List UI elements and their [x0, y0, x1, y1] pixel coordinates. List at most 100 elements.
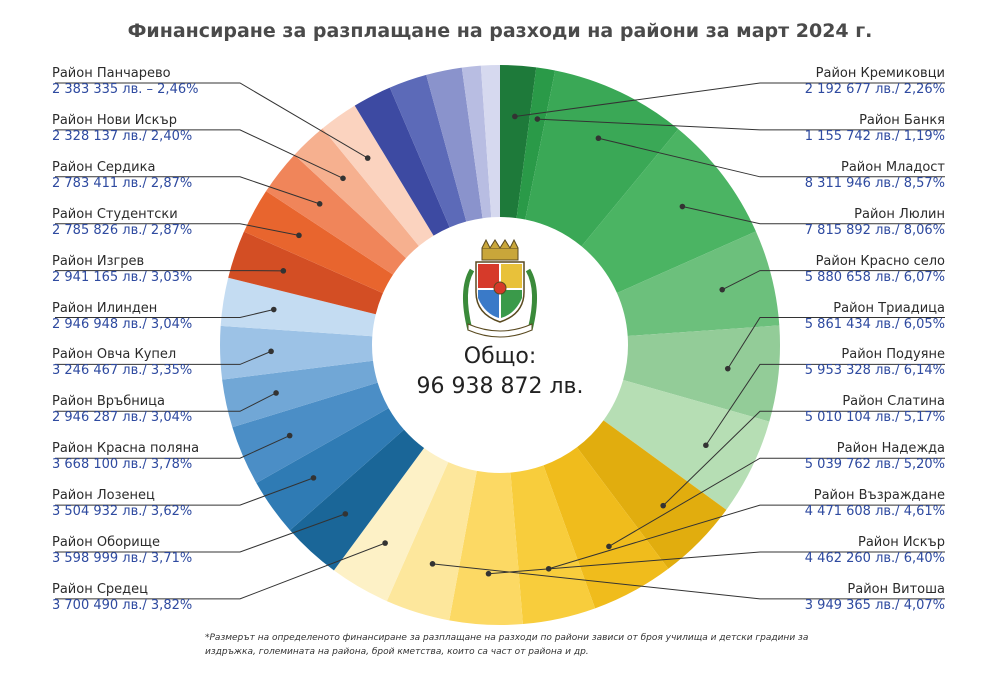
- district-value: 3 949 365 лв./ 4,07%: [804, 597, 945, 613]
- donut-slice: [322, 105, 434, 246]
- district-name: Район Средец: [52, 581, 149, 597]
- district-name: Район Витоша: [847, 581, 945, 597]
- slice-label: Район Красна поляна 3 668 100 лв./ 3,78%: [52, 441, 282, 473]
- leader-dot: [316, 201, 323, 207]
- leader-line: [55, 477, 314, 506]
- district-value: 5 880 658 лв./ 6,07%: [804, 269, 945, 285]
- donut-slice: [576, 420, 727, 569]
- shield-q1: [478, 264, 499, 288]
- donut-slice: [480, 65, 500, 218]
- donut-slice: [449, 470, 523, 625]
- district-value: 3 246 467 лв./ 3,35%: [52, 363, 193, 379]
- district-name: Район Искър: [857, 535, 945, 550]
- district-value: 8 311 946 лв./ 8,57%: [804, 175, 945, 191]
- slice-label: Район Изгрев 2 941 165 лв./ 3,03%: [52, 254, 282, 286]
- donut-slice: [222, 360, 378, 428]
- slice-label: Район Надежда 5 039 762 лв./ 5,20%: [715, 441, 945, 473]
- donut-slice: [510, 465, 596, 625]
- district-name: Район Лозенец: [52, 488, 155, 504]
- leader-dot: [485, 570, 492, 577]
- district-value: 2 783 411 лв./ 2,87%: [52, 175, 193, 191]
- donut-slice: [500, 65, 537, 219]
- slice-label: Район Триадица 5 861 434 лв./ 6,05%: [715, 301, 945, 333]
- leader-line: [55, 350, 272, 365]
- leader-line: [662, 410, 945, 507]
- leader-line: [55, 223, 300, 236]
- district-name: Район Илинден: [52, 300, 158, 316]
- leader-line: [682, 206, 945, 225]
- leader-line: [537, 118, 945, 131]
- leader-dot: [534, 116, 541, 122]
- slice-label: Район Панчарево 2 383 335 лв. – 2,46%: [52, 66, 282, 98]
- district-name: Район Възраждане: [813, 488, 945, 504]
- leader-line: [55, 82, 368, 159]
- donut-slice: [354, 87, 450, 236]
- slice-label: Район Красно село 5 880 658 лв./ 6,07%: [715, 254, 945, 286]
- leader-dot: [286, 432, 293, 439]
- leader-dot: [429, 561, 436, 567]
- slice-label: Район Овча Купел 3 246 467 лв./ 3,35%: [52, 347, 282, 379]
- slice-label: Район Студентски 2 785 826 лв./ 2,87%: [52, 207, 282, 239]
- district-name: Район Оборище: [52, 535, 160, 550]
- slice-label: Район Искър 4 462 260 лв./ 6,40%: [715, 535, 945, 567]
- district-name: Район Младост: [841, 159, 945, 175]
- leader-dot: [724, 365, 731, 372]
- district-value: 2 192 677 лв./ 2,26%: [804, 82, 945, 97]
- shield-q2: [501, 264, 522, 288]
- crown-top-icon: [481, 238, 519, 250]
- slice-label: Район Връбница 2 946 287 лв./ 3,04%: [52, 394, 282, 426]
- district-value: 2 946 287 лв./ 3,04%: [52, 410, 193, 426]
- slice-label: Район Оборище 3 598 999 лв./ 3,71%: [52, 535, 282, 567]
- district-name: Район Люлин: [854, 206, 945, 222]
- district-value: 3 668 100 лв./ 3,78%: [52, 457, 193, 473]
- leader-line: [514, 82, 945, 117]
- district-value: 5 010 104 лв./ 5,17%: [804, 410, 945, 426]
- slice-label: Район Илинден 2 946 948 лв./ 3,04%: [52, 301, 282, 333]
- leader-line: [488, 551, 945, 575]
- leader-line: [721, 270, 945, 291]
- leader-dot: [310, 475, 317, 481]
- slice-label: Район Банкя 1 155 742 лв./ 1,19%: [715, 113, 945, 145]
- district-name: Район Студентски: [52, 206, 178, 222]
- laurel-right-icon: [525, 268, 537, 331]
- district-value: 1 155 742 лв./ 1,19%: [804, 128, 945, 144]
- leader-line: [55, 176, 320, 205]
- slice-label: Район Кремиковци 2 192 677 лв./ 2,26%: [715, 66, 945, 98]
- leader-line: [727, 317, 945, 369]
- slice-label: Район Подуяне 5 953 328 лв./ 6,14%: [715, 347, 945, 379]
- slice-label: Район Сердика 2 783 411 лв./ 2,87%: [52, 160, 282, 192]
- crown-icon: [481, 247, 519, 261]
- donut-slice: [266, 154, 407, 275]
- donut-slice: [243, 191, 394, 294]
- shield-q3: [478, 290, 499, 318]
- leader-line: [432, 563, 945, 600]
- district-name: Район Изгрев: [52, 253, 145, 269]
- donut-slice: [623, 325, 780, 422]
- district-value: 3 598 999 лв./ 3,71%: [52, 551, 193, 566]
- donut-slice: [389, 74, 467, 228]
- slice-label: Район Средец 3 700 490 лв./ 3,82%: [52, 582, 282, 614]
- donut-slice: [426, 67, 483, 222]
- leader-line: [608, 457, 945, 547]
- leader-line: [55, 392, 277, 412]
- leader-line: [548, 504, 945, 570]
- district-value: 3 700 490 лв./ 3,82%: [52, 597, 193, 613]
- donut-slice: [581, 129, 756, 294]
- district-value: 4 462 260 лв./ 6,40%: [804, 551, 945, 566]
- leader-dot: [606, 543, 612, 550]
- shield-q4: [501, 290, 522, 318]
- donut-slice: [616, 231, 780, 337]
- leader-line: [55, 542, 386, 600]
- district-value: 3 504 932 лв./ 3,62%: [52, 504, 193, 520]
- district-name: Район Подуяне: [841, 347, 945, 363]
- district-name: Район Надежда: [836, 441, 945, 457]
- district-value: 5 953 328 лв./ 6,14%: [804, 363, 945, 379]
- leader-dot: [273, 390, 279, 396]
- leader-line: [55, 309, 274, 318]
- leader-dot: [280, 268, 287, 274]
- sofia-coat-of-arms-icon: [463, 238, 537, 338]
- donut-slice: [516, 67, 556, 220]
- donut-slice: [228, 231, 383, 315]
- district-value: 5 861 434 лв./ 6,05%: [804, 316, 945, 332]
